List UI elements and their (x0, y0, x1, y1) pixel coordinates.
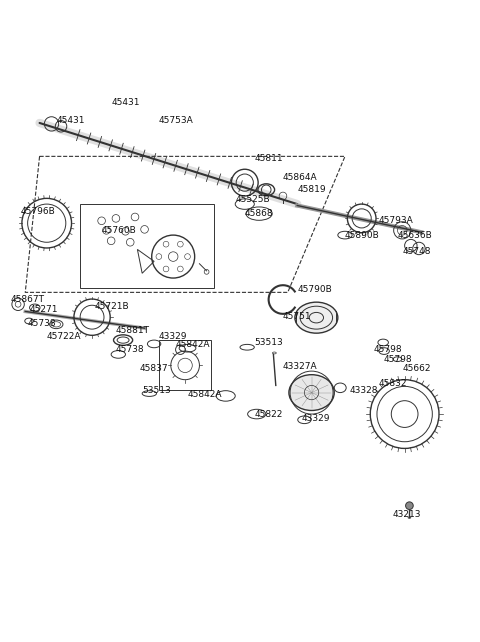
Text: 43213: 43213 (393, 510, 421, 519)
Text: 45431: 45431 (56, 116, 85, 125)
Text: 43328: 43328 (350, 386, 378, 395)
Text: 45525B: 45525B (235, 195, 270, 204)
Text: 45271: 45271 (30, 304, 59, 313)
Text: 45867T: 45867T (11, 295, 45, 304)
Text: 45662: 45662 (402, 364, 431, 373)
Text: 45748: 45748 (402, 247, 431, 256)
Ellipse shape (289, 375, 334, 410)
Text: 43329: 43329 (302, 414, 331, 423)
Text: 45796B: 45796B (21, 207, 55, 216)
Text: 45790B: 45790B (297, 286, 332, 295)
Text: 45832: 45832 (378, 379, 407, 388)
Ellipse shape (295, 302, 338, 333)
Text: 45868: 45868 (245, 209, 274, 218)
Text: 45738: 45738 (116, 345, 144, 354)
Text: 45890B: 45890B (345, 230, 380, 239)
Text: 45822: 45822 (254, 410, 283, 419)
Text: 45819: 45819 (297, 186, 326, 195)
Text: 45636B: 45636B (397, 230, 432, 239)
Text: 43329: 43329 (159, 333, 187, 342)
Text: 45842A: 45842A (188, 390, 222, 399)
Text: 45751: 45751 (283, 312, 312, 321)
Bar (80, 204, 214, 288)
Text: 45864A: 45864A (283, 173, 318, 182)
Text: 45811: 45811 (254, 154, 283, 163)
Text: 53513: 53513 (254, 338, 283, 347)
Bar (159, 340, 211, 390)
Text: 43327A: 43327A (283, 362, 318, 371)
Text: 53513: 53513 (142, 386, 171, 395)
Text: 45721B: 45721B (95, 302, 129, 311)
Text: 45798: 45798 (373, 345, 402, 354)
Text: 45842A: 45842A (176, 340, 210, 349)
Text: 45431: 45431 (111, 98, 140, 107)
Text: 45753A: 45753A (159, 116, 193, 125)
Text: 45881T: 45881T (116, 326, 150, 335)
Text: 45793A: 45793A (378, 216, 413, 225)
Text: 45738: 45738 (28, 319, 56, 328)
Text: 45722A: 45722A (47, 332, 81, 341)
Text: 45798: 45798 (383, 354, 412, 363)
Text: 45837: 45837 (140, 364, 168, 373)
Text: 45760B: 45760B (102, 226, 136, 235)
Circle shape (406, 502, 413, 510)
